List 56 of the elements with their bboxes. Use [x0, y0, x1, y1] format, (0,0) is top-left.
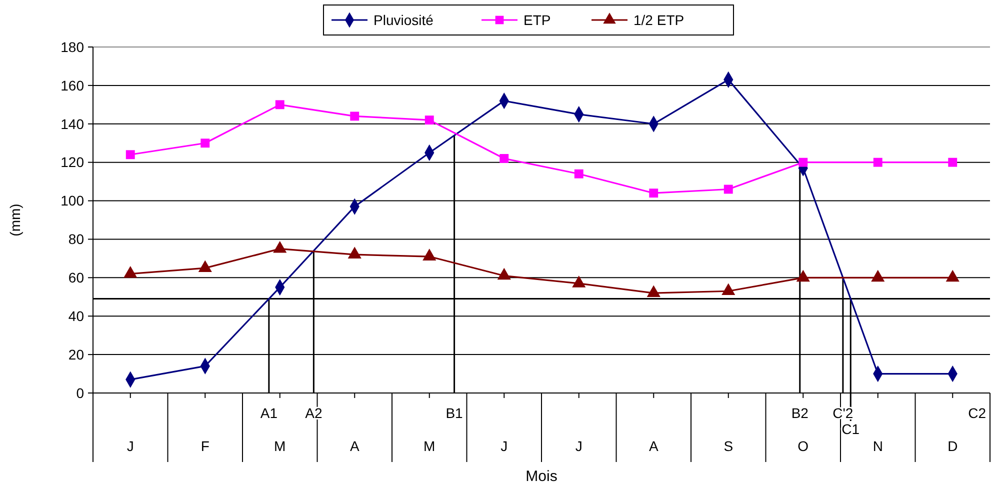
point: [350, 112, 360, 121]
annotation: A1: [260, 405, 278, 421]
x-tick-label: S: [724, 438, 734, 454]
y-tick-label: 160: [60, 77, 84, 94]
point: [724, 184, 733, 194]
y-tick-label: 180: [60, 38, 84, 55]
x-tick-label: A: [648, 438, 659, 454]
legend-label: Pluviosité: [374, 12, 434, 28]
y-tick-label: 20: [68, 346, 84, 362]
point: [649, 188, 658, 198]
y-tick-label: 100: [60, 192, 84, 209]
point: [574, 169, 584, 178]
point: [873, 158, 882, 167]
point: [422, 248, 436, 260]
y-tick-label: 40: [68, 308, 84, 324]
point: [424, 116, 434, 125]
y-tick-label: 60: [68, 270, 84, 286]
y-axis-title: (mm): [7, 204, 23, 236]
point: [497, 268, 511, 280]
point: [275, 100, 284, 110]
point: [948, 158, 958, 167]
legend-label: 1/2 ETP: [634, 12, 684, 28]
y-tick-label: 120: [60, 154, 84, 170]
point: [198, 260, 212, 272]
x-tick-label: J: [500, 438, 508, 454]
x-tick-label: J: [575, 438, 582, 454]
point: [200, 138, 210, 148]
x-tick-label: M: [424, 438, 436, 454]
x-tick-label: D: [948, 438, 958, 454]
point: [348, 246, 362, 259]
point: [126, 150, 135, 160]
annotation: B2: [791, 405, 809, 421]
point: [796, 270, 810, 282]
x-tick-label: N: [872, 438, 883, 454]
y-tick-label: 80: [68, 231, 84, 248]
point: [572, 276, 586, 288]
point: [871, 270, 885, 282]
x-tick-label: M: [274, 438, 286, 454]
annotation: C1: [842, 421, 860, 437]
x-axis-title: Mois: [526, 468, 558, 485]
x-tick-label: O: [798, 438, 809, 454]
point: [646, 285, 660, 297]
legend-label: ETP: [524, 12, 551, 28]
y-tick-label: 0: [76, 384, 84, 401]
x-tick-label: F: [200, 438, 210, 454]
point: [124, 266, 138, 278]
point: [722, 283, 736, 296]
x-tick-label: J: [126, 438, 134, 454]
y-tick-label: 140: [60, 116, 84, 132]
x-tick-label: A: [350, 438, 360, 454]
text: C2: [968, 405, 986, 421]
point: [273, 240, 287, 253]
point: [946, 270, 960, 282]
point: [500, 154, 509, 163]
point: [798, 158, 808, 167]
annotation: B1: [446, 405, 464, 421]
